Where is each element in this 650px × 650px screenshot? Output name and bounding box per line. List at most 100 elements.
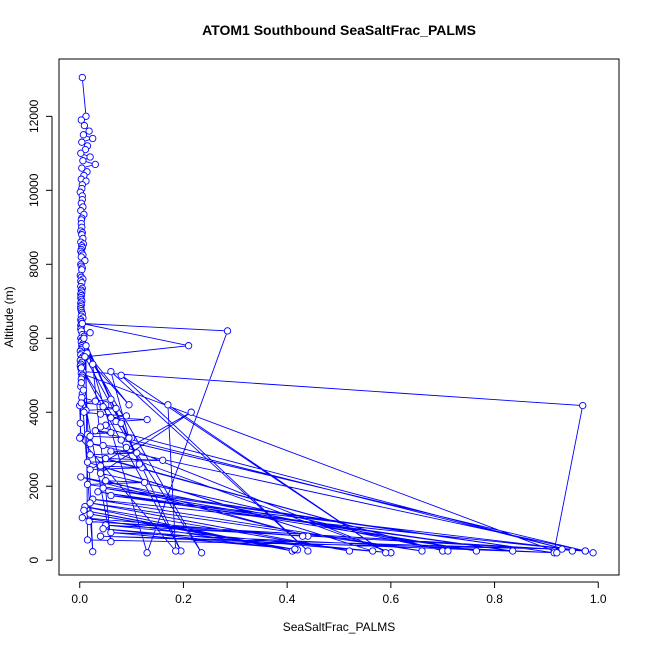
- data-point: [83, 480, 92, 489]
- data-point: [568, 547, 576, 555]
- data-point: [80, 506, 88, 514]
- data-point: [96, 462, 105, 470]
- y-tick-label: 0: [27, 557, 41, 564]
- data-point: [117, 419, 125, 427]
- data-point: [197, 549, 206, 557]
- data-point: [472, 547, 481, 555]
- data-point: [135, 460, 144, 468]
- x-axis-label: SeaSaltFrac_PALMS: [283, 620, 396, 634]
- data-point: [79, 131, 88, 139]
- data-point: [80, 334, 88, 342]
- data-point: [86, 451, 94, 459]
- data-point: [83, 458, 92, 466]
- y-tick-label: 6000: [27, 325, 41, 352]
- data-point: [133, 449, 141, 457]
- data-point: [91, 397, 99, 405]
- data-point: [81, 145, 90, 154]
- data-point: [86, 432, 94, 440]
- data-point: [81, 353, 89, 361]
- data-point: [85, 517, 93, 526]
- x-tick-label: 0.0: [71, 592, 88, 606]
- data-point: [99, 403, 107, 411]
- data-point: [79, 157, 87, 165]
- data-point: [589, 549, 597, 557]
- data-point: [99, 441, 107, 450]
- data-point: [223, 327, 232, 335]
- data-point: [99, 525, 107, 533]
- data-point: [76, 419, 84, 427]
- data-point: [159, 456, 167, 464]
- data-point: [122, 443, 131, 452]
- data-point: [99, 484, 107, 492]
- data-point: [107, 447, 115, 455]
- data-point: [444, 547, 452, 555]
- data-point: [418, 547, 426, 555]
- data-point: [80, 121, 89, 130]
- data-point: [86, 329, 94, 337]
- data-point: [345, 547, 354, 555]
- data-point: [91, 160, 99, 169]
- data-point: [96, 423, 105, 431]
- data-point: [117, 436, 125, 444]
- data-point: [187, 408, 195, 416]
- data-point: [122, 412, 131, 420]
- x-tick-label: 0.2: [175, 592, 192, 606]
- y-tick-label: 2000: [27, 473, 41, 500]
- data-point: [107, 367, 115, 376]
- data-point: [77, 379, 85, 387]
- data-point: [86, 499, 94, 507]
- x-tick-label: 0.6: [383, 592, 400, 606]
- data-point: [96, 532, 105, 540]
- x-tick-label: 0.4: [279, 592, 296, 606]
- data-point: [94, 488, 102, 496]
- x-axis: 0.0 0.2 0.4 0.6 0.8 1.0: [71, 581, 607, 606]
- data-point: [369, 547, 377, 555]
- data-point: [143, 415, 151, 424]
- data-point: [78, 319, 86, 328]
- data-point: [291, 545, 299, 553]
- y-tick-label: 12000: [27, 99, 41, 133]
- data-point: [91, 427, 99, 435]
- series-layer: [76, 73, 597, 557]
- data-point: [184, 342, 193, 350]
- data-point: [107, 528, 115, 537]
- data-point: [299, 532, 307, 540]
- data-point: [86, 153, 94, 161]
- data-point: [77, 149, 85, 157]
- y-tick-label: 10000: [27, 173, 41, 207]
- x-tick-label: 0.8: [486, 592, 503, 606]
- data-point: [96, 410, 105, 418]
- data-point: [83, 536, 92, 544]
- data-point: [164, 401, 172, 409]
- data-point: [77, 473, 85, 481]
- data-point: [86, 440, 94, 448]
- data-point: [509, 547, 517, 555]
- data-point: [117, 371, 125, 379]
- data-point: [85, 127, 93, 135]
- data-point: [89, 548, 97, 556]
- x-tick-label: 1.0: [590, 592, 607, 606]
- y-tick-label: 8000: [27, 251, 41, 278]
- y-axis-label: Altitude (m): [2, 286, 16, 347]
- data-point: [89, 134, 97, 143]
- data-point: [77, 116, 85, 124]
- data-point: [125, 434, 133, 442]
- data-point: [79, 386, 88, 394]
- data-point: [86, 465, 94, 474]
- data-point: [140, 478, 149, 487]
- y-axis: 0 2000 4000 6000 8000 10000 12000: [27, 99, 53, 564]
- data-point: [107, 395, 115, 403]
- data-point: [82, 112, 90, 120]
- data-point: [77, 399, 85, 407]
- data-point: [143, 549, 151, 557]
- data-point: [78, 138, 86, 146]
- data-point: [107, 428, 115, 437]
- data-point: [304, 547, 312, 555]
- data-point: [78, 164, 86, 172]
- data-point: [78, 514, 86, 522]
- data-point: [77, 364, 85, 372]
- data-point: [80, 408, 88, 416]
- data-point: [96, 469, 105, 477]
- data-point: [172, 547, 180, 555]
- chart-title: ATOM1 Southbound SeaSaltFrac_PALMS: [202, 22, 476, 38]
